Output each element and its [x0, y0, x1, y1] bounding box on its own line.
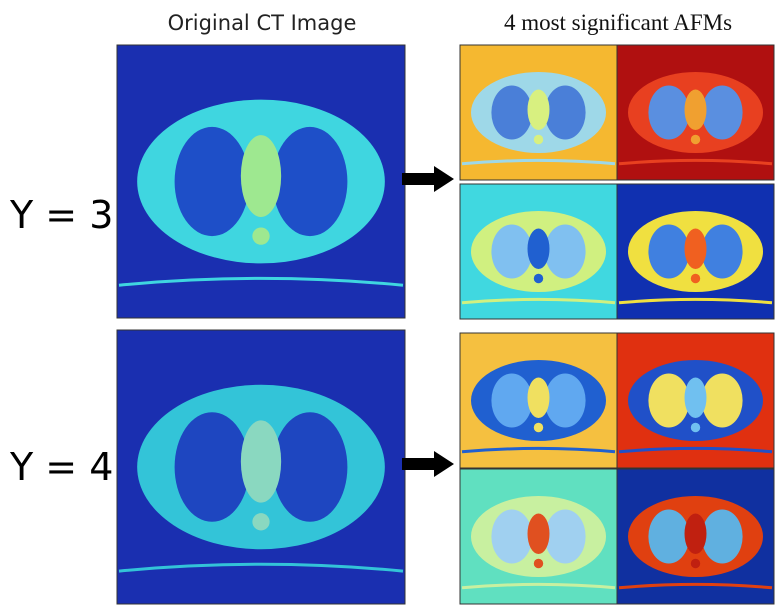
row-label: Y = 4: [9, 445, 113, 489]
ct-lung: [491, 86, 532, 140]
ct-mediastinum: [528, 378, 550, 419]
ct-lung: [545, 86, 586, 140]
ct-lung: [491, 510, 532, 564]
arrow-shaft: [402, 458, 436, 470]
ct-mediastinum: [241, 135, 281, 217]
ct-mediastinum: [528, 514, 550, 555]
ct-spine: [691, 274, 700, 283]
ct-lung: [702, 510, 743, 564]
ct-lung: [545, 510, 586, 564]
ct-lung: [648, 510, 689, 564]
ct-spine: [534, 135, 543, 144]
ct-mediastinum: [528, 229, 550, 269]
arrow: [402, 451, 454, 477]
ct-lung: [273, 127, 348, 236]
ct-mediastinum: [685, 90, 707, 131]
ct-lung: [273, 412, 348, 522]
ct-lung: [491, 374, 532, 428]
ct-lung: [702, 374, 743, 428]
ct-mediastinum: [528, 90, 550, 131]
ct-mediastinum: [685, 514, 707, 555]
arrow-shaft: [402, 173, 436, 185]
ct-spine: [534, 559, 543, 568]
ct-lung: [545, 374, 586, 428]
ct-spine: [691, 559, 700, 568]
arrow-head: [434, 451, 454, 477]
left-title: Original CT Image: [168, 11, 357, 35]
arrow-head: [434, 166, 454, 192]
ct-spine: [691, 423, 700, 432]
ct-mediastinum: [685, 378, 707, 419]
ct-lung: [648, 374, 689, 428]
ct-spine: [534, 423, 543, 432]
ct-lung: [175, 412, 250, 522]
ct-lung: [648, 225, 689, 279]
ct-spine: [534, 274, 543, 283]
ct-spine: [252, 227, 269, 244]
ct-mediastinum: [685, 229, 707, 269]
figure: Original CT Image 4 most significant AFM…: [0, 0, 777, 606]
ct-spine: [691, 135, 700, 144]
ct-mediastinum: [241, 420, 281, 502]
ct-lung: [491, 225, 532, 279]
row-label: Y = 3: [9, 193, 113, 237]
ct-spine: [252, 513, 269, 530]
ct-lung: [175, 127, 250, 236]
arrow: [402, 166, 454, 192]
images: [117, 45, 774, 604]
right-title: 4 most significant AFMs: [504, 10, 732, 35]
ct-lung: [648, 86, 689, 140]
ct-lung: [702, 86, 743, 140]
ct-lung: [545, 225, 586, 279]
ct-lung: [702, 225, 743, 279]
